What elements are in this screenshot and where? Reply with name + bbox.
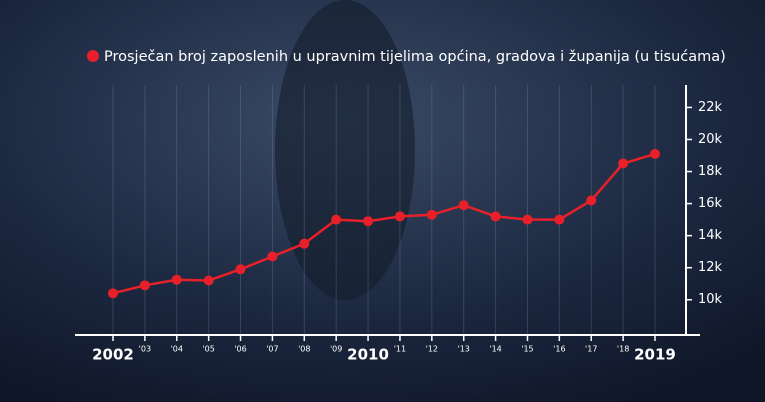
data-point [171,274,182,285]
x-tick-label: '05 [202,345,214,354]
x-tick-label: '18 [617,345,629,354]
x-tick-label: '13 [458,345,470,354]
data-point [267,251,278,262]
data-point [618,158,629,169]
y-tick-label: 18k [698,164,723,179]
data-point [554,214,565,225]
x-tick-label: '14 [489,345,501,354]
y-tick-label: 22k [698,100,723,115]
x-tick-label: '04 [171,345,183,354]
data-point [458,200,469,211]
data-point [426,209,437,220]
data-point [299,238,310,249]
x-tick-label: '06 [234,345,246,354]
x-tick-label: '15 [521,345,533,354]
x-tick-label: '12 [426,345,438,354]
data-point [331,214,342,225]
data-point [139,280,150,291]
data-point [522,214,533,225]
data-point [363,216,374,227]
background-figure [275,0,415,300]
x-tick-label: 2010 [347,346,389,364]
legend-label: Prosječan broj zaposlenih u upravnim tij… [104,49,726,65]
x-tick-label: 2019 [634,346,676,364]
data-point [586,195,597,206]
y-tick-label: 20k [698,132,723,147]
y-tick-label: 12k [698,260,723,275]
x-tick-label: '03 [139,345,151,354]
x-tick-label: '16 [553,345,565,354]
x-tick-label: 2002 [92,346,134,364]
y-tick-label: 16k [698,196,723,211]
y-tick-label: 14k [698,228,723,243]
x-tick-label: '07 [266,345,278,354]
x-tick-label: '17 [585,345,597,354]
data-point [490,211,501,222]
x-tick-label: '08 [298,345,310,354]
data-point [108,288,118,299]
data-point [650,148,660,159]
data-point [235,264,246,275]
data-point [394,211,405,222]
legend-marker [87,50,99,62]
y-tick-label: 10k [698,292,723,307]
x-tick-label: '09 [330,345,342,354]
x-tick-label: '11 [394,345,406,354]
data-point [203,275,214,286]
series-line [112,152,656,295]
